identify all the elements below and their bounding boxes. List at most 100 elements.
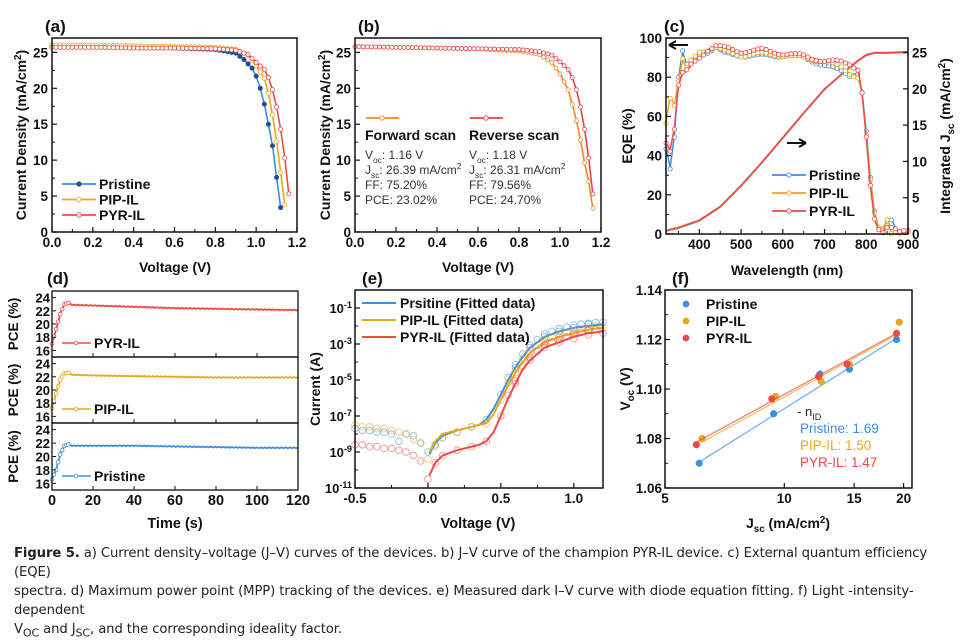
data-point [834, 57, 840, 63]
legend: Prsitine (Fitted data)PIP-IL (Fitted dat… [362, 295, 535, 345]
x-tick-label: 700 [813, 237, 836, 252]
data-point [424, 475, 432, 483]
data-point [114, 45, 120, 51]
caption-line-2: spectra. d) Maximum power point (MPP) tr… [14, 584, 914, 618]
x-tick-label: 100 [245, 493, 269, 509]
y-tick-label: 1.14 [636, 283, 663, 298]
y2-tick-label: 25 [912, 46, 928, 61]
text-part: (V) [617, 367, 633, 390]
text-part: J [469, 163, 475, 177]
x-tick-label: 10 [777, 491, 792, 506]
data-point [553, 56, 559, 61]
legend-label: PIP-IL [94, 401, 134, 417]
text-part: 2 [937, 62, 948, 68]
text-part: sc [475, 170, 483, 180]
stat-jsc: Jsc: 26.31 mA/cm2 [469, 161, 566, 180]
data-point [102, 45, 108, 51]
x-tick-label: 20 [85, 493, 101, 509]
y-axis-label: EQE (%) [619, 108, 635, 163]
x-tick-label: 0.8 [510, 235, 529, 250]
data-point [801, 52, 807, 58]
data-point [855, 67, 861, 73]
legend-label: PYR-IL (Fitted data) [400, 329, 530, 345]
text-part: : 1.16 V [382, 148, 423, 162]
data-point [569, 101, 575, 107]
text-part: -3 [344, 336, 352, 346]
data-point [590, 191, 596, 197]
data-point [57, 44, 63, 50]
legend-marker [786, 172, 792, 178]
x-tick-label: 20 [896, 491, 911, 506]
legend-label: PYR-IL [809, 203, 855, 219]
data-point [409, 435, 418, 444]
data-point [830, 57, 836, 63]
data-point [212, 46, 218, 52]
series-line [665, 47, 908, 233]
data-point [60, 306, 65, 312]
data-point [163, 45, 169, 51]
data-point [526, 356, 534, 365]
y-tick-label: 20 [36, 383, 50, 398]
data-point [540, 338, 549, 347]
y-tick-label: 15 [33, 117, 49, 132]
data-point [82, 44, 88, 50]
data-point [680, 48, 686, 54]
y-tick-label: 10-1 [329, 300, 352, 316]
data-point [180, 45, 186, 51]
data-point [74, 44, 80, 50]
data-point [500, 46, 506, 52]
y-tick-label: 15 [336, 117, 352, 132]
ideality-value: Pristine: 1.69 [800, 421, 879, 436]
x-axis-label: Voltage (V) [442, 259, 514, 275]
x-axis-label: Jsc (mA/cm2) [746, 515, 830, 535]
data-point [540, 343, 549, 352]
text-part: 2 [13, 54, 24, 60]
data-point [561, 79, 567, 85]
legend-marker [682, 300, 690, 308]
y-tick-label: 20 [36, 317, 50, 332]
data-point [520, 47, 526, 53]
series-line [665, 47, 908, 235]
text-part: 10 [329, 337, 343, 352]
data-point [237, 49, 243, 55]
data-point [770, 410, 778, 418]
data-point [216, 46, 222, 52]
data-point [233, 47, 239, 53]
y-tick-label: 20 [33, 81, 48, 96]
data-point [159, 45, 165, 51]
data-point [265, 75, 271, 81]
data-point [257, 63, 263, 69]
legend-title: Reverse scan [469, 127, 559, 143]
data-point [524, 47, 530, 53]
x-axis-label: Voltage (V) [441, 516, 516, 532]
data-point [360, 44, 366, 50]
data-point [402, 448, 410, 456]
right-arrow-icon [787, 138, 807, 148]
data-point [834, 62, 840, 68]
panel-a: (a) 0.0 0.2 0.4 0.6 0.8 1.0 1.2 0 5 10 15 20 25 Voltag… [13, 17, 306, 275]
data-point [667, 95, 673, 101]
text-part: V [469, 148, 477, 162]
data-point [842, 68, 848, 74]
data-point [888, 225, 894, 231]
data-point [58, 452, 63, 457]
text-part: V [365, 148, 373, 162]
x-tick-label: 800 [855, 237, 878, 252]
text-part: -1 [344, 300, 352, 310]
series-line [51, 443, 299, 480]
x-tick-label: 60 [167, 493, 183, 509]
x-tick-label: 0.0 [43, 235, 62, 250]
data-point [409, 45, 415, 51]
data-point [402, 430, 410, 438]
data-point [475, 46, 481, 52]
text-part: J [746, 515, 754, 531]
data-point [496, 46, 501, 52]
y-tick-label: 18 [36, 396, 50, 411]
data-point [365, 423, 374, 431]
y-tick-label: 60 [647, 109, 662, 124]
data-point [528, 48, 534, 54]
data-point [373, 428, 381, 437]
data-point [282, 155, 288, 161]
